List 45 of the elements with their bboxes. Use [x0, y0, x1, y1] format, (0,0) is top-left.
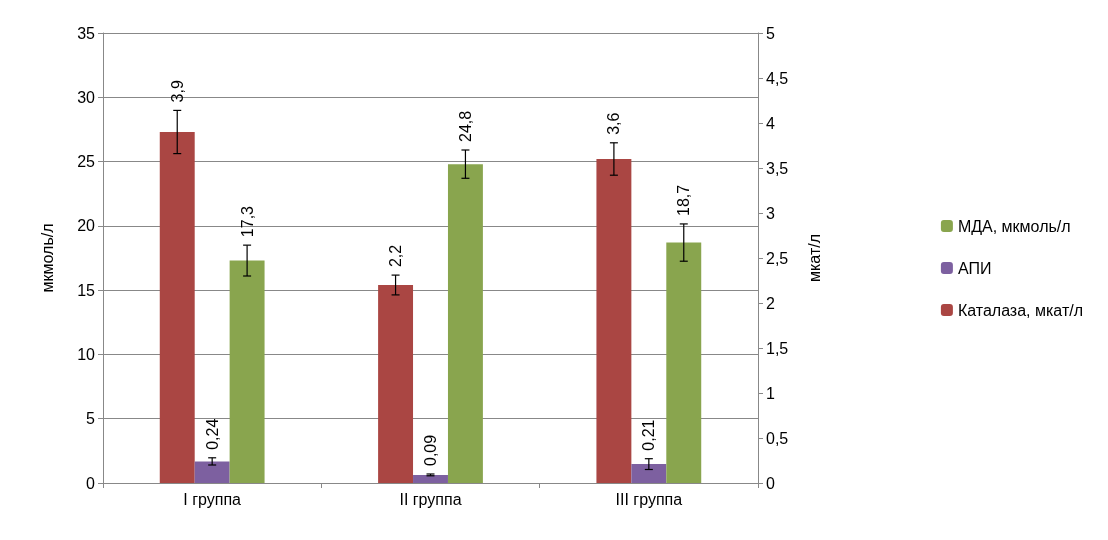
y-tick-label: 30: [77, 88, 96, 106]
y-axis-title: мкмоль/л: [38, 223, 56, 293]
data-label: 24,8: [456, 110, 474, 142]
y2-tick-label: 3: [766, 204, 775, 222]
data-label: 17,3: [238, 205, 256, 238]
y-tick-label: 0: [86, 474, 96, 492]
y2-axis-title: мкат/л: [805, 233, 823, 283]
bar: [378, 285, 414, 483]
legend-label: АПИ: [957, 259, 992, 277]
y-tick-label: 10: [77, 345, 96, 363]
y2-tick-label: 2: [766, 294, 775, 312]
y2-tick-label: 0: [766, 474, 775, 492]
data-label: 18,7: [675, 184, 693, 216]
y2-tick-label: 4: [766, 114, 775, 132]
x-tick-label: III группа: [615, 490, 683, 508]
y-tick-label: 25: [77, 153, 96, 171]
y-tick-label: 15: [77, 281, 96, 299]
y2-tick-label: 2,5: [766, 249, 789, 267]
y2-tick-label: 3,5: [766, 159, 789, 177]
bar: [229, 260, 265, 483]
bar: [413, 474, 448, 483]
x-tick-label: II группа: [399, 490, 462, 508]
y-tick-label: 35: [77, 24, 96, 42]
bar: [159, 132, 195, 483]
y2-tick-label: 5: [766, 24, 775, 42]
bar: [447, 164, 483, 483]
y2-tick-label: 1: [766, 384, 775, 402]
x-tick-label: I группа: [183, 490, 242, 508]
y-tick-label: 5: [86, 410, 96, 428]
y-tick-label: 20: [77, 217, 96, 235]
data-label: 0,24: [203, 418, 221, 450]
data-label: 0,09: [422, 434, 439, 466]
legend-label: Каталаза, мкат/л: [957, 301, 1084, 319]
bar: [631, 464, 667, 483]
y2-tick-label: 0,5: [766, 429, 789, 447]
data-label: 2,2: [387, 244, 405, 268]
bar: [596, 159, 632, 483]
data-label: 0,21: [640, 419, 658, 451]
legend-label: МДА, мкмоль/л: [957, 217, 1071, 235]
bar: [666, 242, 702, 483]
data-label: 3,6: [605, 112, 623, 135]
data-label: 3,9: [168, 80, 186, 103]
y2-tick-label: 4,5: [766, 69, 789, 87]
bar: [194, 461, 230, 483]
y2-tick-label: 1,5: [766, 339, 789, 357]
